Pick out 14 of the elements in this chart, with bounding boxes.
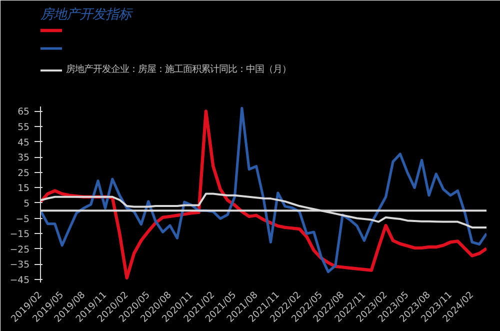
y-tick-label: −35 (10, 260, 30, 271)
y-tick-label: 55 (18, 122, 30, 134)
chart-title: 房地产开发指标 (40, 6, 134, 22)
y-tick-label: 65 (18, 106, 30, 118)
y-tick-label: −5 (16, 214, 30, 225)
y-tick-label: 45 (18, 137, 30, 148)
legend-label: 房地产开发企业：房屋：施工面积累计同比：中国（月） (66, 63, 291, 76)
y-tick-label: 5 (24, 198, 30, 210)
y-tick-label: 35 (18, 152, 30, 164)
y-tick-label: 25 (18, 168, 30, 179)
y-tick-label: −15 (10, 229, 30, 240)
y-tick-label: −25 (10, 244, 30, 256)
y-tick-label: −45 (10, 274, 30, 286)
y-tick-label: 15 (18, 183, 30, 194)
